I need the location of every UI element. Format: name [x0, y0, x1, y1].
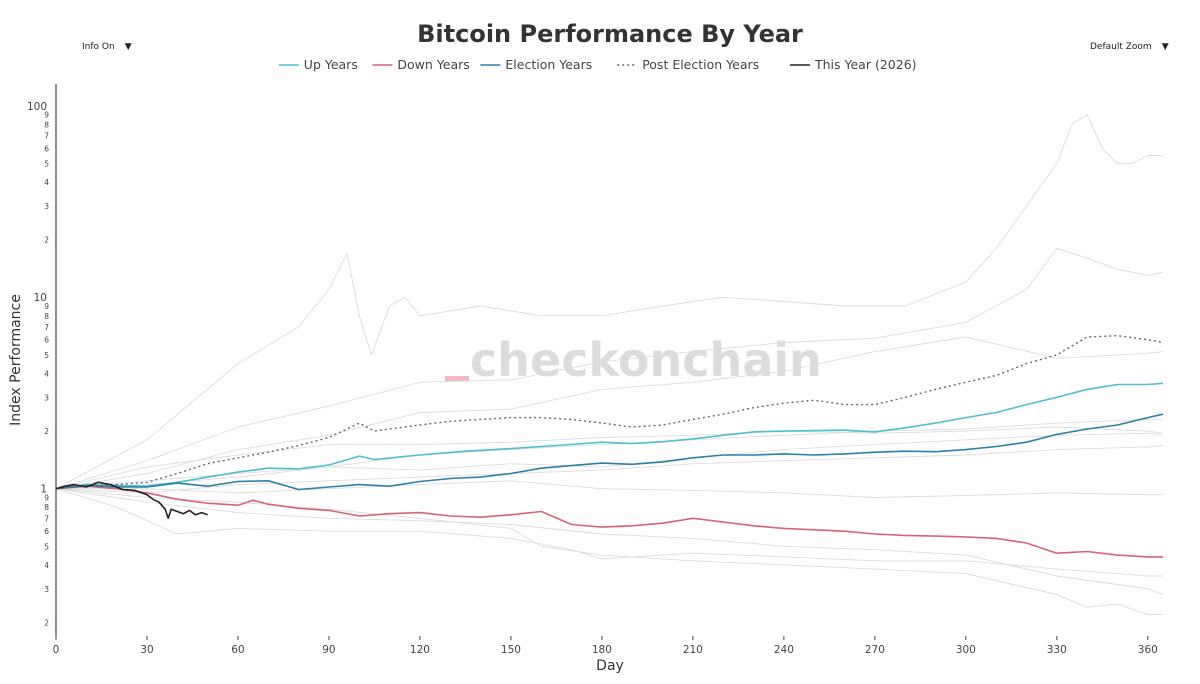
legend-item-post-election-years[interactable]: Post Election Years: [617, 57, 759, 72]
x-tick-label: 240: [774, 644, 794, 656]
legend-item-this-year-2026[interactable]: This Year (2026): [790, 57, 917, 72]
axes: 0 30 60 90 120 150 180 210 240 270 300 330 360 1 10 100…: [27, 84, 1158, 656]
chevron-down-icon: ▼: [1161, 42, 1169, 52]
chart-title: Bitcoin Performance By Year: [417, 20, 803, 48]
x-tick-label: 30: [140, 644, 153, 656]
series-line-this-year-2026: [55, 481, 208, 520]
y-minor-tick-label: 4: [44, 561, 49, 570]
y-tick-label: 10: [34, 292, 47, 304]
y-minor-tick-label: 8: [44, 312, 49, 321]
legend-label: Up Years: [304, 57, 358, 72]
x-tick-label: 60: [231, 644, 244, 656]
x-tick-label: 210: [683, 644, 703, 656]
legend[interactable]: Up Years Down Years Election Years Post Ele…: [278, 57, 917, 72]
y-minor-tick-label: 7: [44, 514, 49, 523]
y-minor-tick-label: 3: [44, 585, 49, 594]
series-line-year-d: [55, 488, 1164, 595]
legend-item-up-years[interactable]: Up Years: [278, 57, 358, 72]
legend-label: Down Years: [397, 57, 469, 72]
plot-area: [55, 114, 1164, 616]
x-tick-label: 90: [322, 644, 335, 656]
x-tick-label: 0: [53, 644, 60, 656]
y-minor-tick-label: 7: [44, 131, 49, 140]
x-tick-label: 300: [956, 644, 976, 656]
y-minor-tick-label: 6: [44, 527, 49, 536]
y-minor-tick-label: 2: [44, 618, 49, 627]
x-tick-label: 150: [501, 644, 521, 656]
series-line-down-years: [55, 485, 1163, 558]
info-toggle-dropdown[interactable]: Info On ▼: [76, 37, 138, 57]
y-tick-label: 100: [27, 101, 47, 113]
series-line-year-e: [55, 488, 1163, 616]
legend-label: Election Years: [505, 57, 592, 72]
legend-item-down-years[interactable]: Down Years: [372, 57, 470, 72]
y-minor-tick-label: 8: [44, 120, 49, 129]
y-minor-tick-label: 6: [44, 144, 49, 153]
y-minor-tick-label: 6: [44, 336, 49, 345]
zoom-dropdown[interactable]: Default Zoom ▼: [1084, 37, 1175, 57]
y-minor-tick-label: 7: [44, 323, 49, 332]
legend-item-election-years[interactable]: Election Years: [480, 57, 592, 72]
y-minor-tick-label: 5: [44, 159, 49, 168]
y-minor-tick-label: 5: [44, 542, 49, 551]
y-tick-label: 1: [40, 484, 47, 496]
x-axis-label: Day: [596, 658, 624, 674]
x-tick-label: 330: [1047, 644, 1067, 656]
series-line-year-g: [55, 445, 1164, 494]
x-tick-label: 180: [592, 644, 612, 656]
series-line-year-h: [56, 480, 1163, 498]
y-minor-tick-label: 3: [44, 202, 49, 211]
y-minor-tick-label: 9: [44, 493, 49, 502]
legend-label: This Year (2026): [814, 57, 917, 72]
x-tick-label: 270: [865, 644, 885, 656]
x-tick-label: 360: [1138, 644, 1158, 656]
series-line-year-i: [55, 488, 1163, 577]
y-minor-tick-label: 2: [44, 427, 49, 436]
zoom-label: Default Zoom: [1090, 42, 1152, 52]
watermark: checkonchain: [445, 333, 822, 387]
watermark-accent: [445, 376, 469, 381]
series-line-election-years: [55, 413, 1164, 491]
y-minor-tick-label: 8: [44, 503, 49, 512]
y-minor-tick-label: 4: [44, 369, 49, 378]
y-minor-tick-label: 5: [44, 351, 49, 360]
y-minor-tick-label: 9: [44, 111, 49, 120]
y-minor-tick-label: 3: [44, 393, 49, 402]
legend-label: Post Election Years: [642, 57, 759, 72]
series-line-year-j: [55, 426, 1164, 490]
y-minor-tick-label: 4: [44, 178, 49, 187]
chevron-down-icon: ▼: [124, 42, 132, 52]
series-line-year-b: [55, 247, 1164, 490]
watermark-text: checkonchain: [470, 333, 822, 387]
y-axis-label: Index Performance: [8, 294, 24, 426]
info-toggle-label: Info On: [82, 42, 115, 52]
series-line-year-c: [55, 336, 1164, 490]
series-line-up-years: [55, 382, 1164, 490]
y-minor-tick-label: 9: [44, 302, 49, 311]
series-line-year-a: [55, 114, 1163, 490]
x-tick-label: 120: [410, 644, 430, 656]
series-line-year-k: [55, 432, 1164, 490]
series-line-post-election-years: [55, 335, 1164, 490]
y-minor-tick-label: 2: [44, 236, 49, 245]
